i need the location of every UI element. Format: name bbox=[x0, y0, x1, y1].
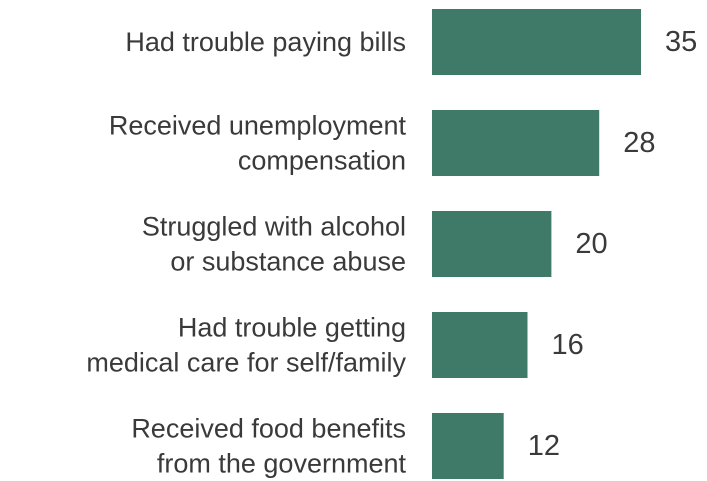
data-label: 28 bbox=[623, 127, 655, 159]
category-label: Received food benefits from the governmen… bbox=[131, 414, 406, 479]
category-labels-group: Had trouble paying bills Received unemplo… bbox=[86, 27, 406, 479]
category-label-line: Received food benefits bbox=[131, 414, 406, 444]
category-label-line: or substance abuse bbox=[170, 247, 406, 277]
category-label-line: Struggled with alcohol bbox=[142, 212, 406, 242]
category-label-line: compensation bbox=[238, 146, 406, 176]
value-labels-group: 35 28 20 16 12 bbox=[528, 26, 698, 462]
bar bbox=[432, 312, 528, 378]
category-label: Struggled with alcohol or substance abuse bbox=[142, 212, 406, 277]
data-label: 12 bbox=[528, 430, 560, 462]
category-label: Received unemployment compensation bbox=[109, 111, 407, 176]
data-label: 20 bbox=[575, 228, 607, 260]
data-label: 35 bbox=[665, 26, 697, 58]
category-label-line: Had trouble paying bills bbox=[125, 27, 406, 57]
bars-group bbox=[432, 9, 641, 479]
data-label: 16 bbox=[552, 329, 584, 361]
bar bbox=[432, 413, 504, 479]
bar bbox=[432, 211, 552, 277]
category-label-line: Had trouble getting bbox=[178, 313, 406, 343]
bar bbox=[432, 110, 600, 176]
category-label-line: Received unemployment bbox=[109, 111, 407, 141]
bar bbox=[432, 9, 641, 75]
category-label: Had trouble getting medical care for self… bbox=[86, 313, 406, 378]
category-label-line: medical care for self/family bbox=[86, 348, 406, 378]
category-label: Had trouble paying bills bbox=[125, 27, 406, 57]
category-label-line: from the government bbox=[157, 449, 407, 479]
